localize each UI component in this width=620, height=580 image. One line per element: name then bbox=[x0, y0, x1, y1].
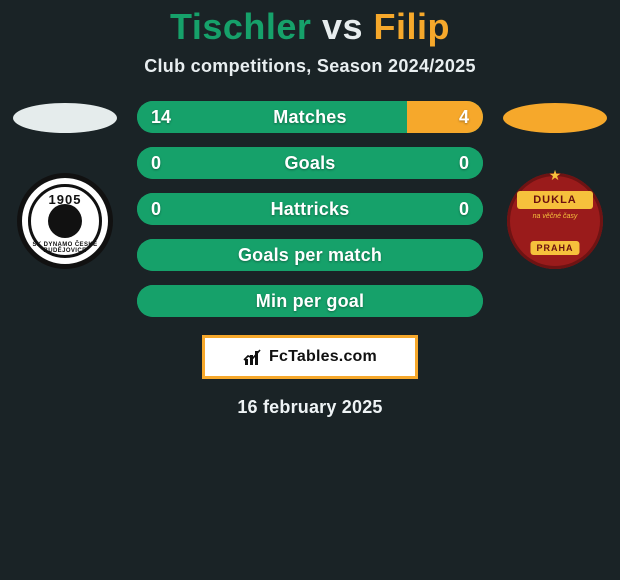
crest-banner: DUKLA bbox=[517, 191, 594, 209]
star-icon: ★ bbox=[549, 167, 562, 184]
title-player2: Filip bbox=[374, 6, 451, 47]
brand-text: FcTables.com bbox=[269, 348, 377, 366]
stat-bar: 00Hattricks bbox=[137, 193, 483, 225]
stat-label: Goals per match bbox=[137, 245, 483, 266]
left-column: 1905 SK DYNAMO ČESKÉ BUDĚJOVICE bbox=[11, 101, 119, 269]
comparison-card: Tischler vs Filip Club competitions, Sea… bbox=[0, 0, 620, 580]
club-crest-dynamo: 1905 SK DYNAMO ČESKÉ BUDĚJOVICE bbox=[17, 173, 113, 269]
right-column: ★ DUKLA na věčné časy PRAHA bbox=[501, 101, 609, 269]
title-vs: vs bbox=[322, 6, 363, 47]
crest-city: PRAHA bbox=[530, 241, 579, 255]
stat-label: Min per goal bbox=[137, 291, 483, 312]
player2-oval bbox=[503, 103, 607, 133]
stat-bar: 00Goals bbox=[137, 147, 483, 179]
subtitle: Club competitions, Season 2024/2025 bbox=[0, 56, 620, 77]
stat-label: Hattricks bbox=[137, 199, 483, 220]
club-crest-dukla: ★ DUKLA na věčné časy PRAHA bbox=[507, 173, 603, 269]
main-layout: 1905 SK DYNAMO ČESKÉ BUDĚJOVICE 144Match… bbox=[0, 101, 620, 317]
crest-club-name: SK DYNAMO ČESKÉ BUDĚJOVICE bbox=[22, 242, 108, 254]
date-label: 16 february 2025 bbox=[0, 397, 620, 418]
brand-box: FcTables.com bbox=[202, 335, 418, 379]
title-player1: Tischler bbox=[170, 6, 311, 47]
player1-oval bbox=[13, 103, 117, 133]
stat-label: Matches bbox=[137, 107, 483, 128]
stat-label: Goals bbox=[137, 153, 483, 174]
page-title: Tischler vs Filip bbox=[0, 6, 620, 48]
crest-motto: na věčné časy bbox=[507, 213, 603, 220]
stat-bar: Min per goal bbox=[137, 285, 483, 317]
stat-bar: 144Matches bbox=[137, 101, 483, 133]
stat-bar: Goals per match bbox=[137, 239, 483, 271]
stats-bars: 144Matches 00Goals 00Hattricks Goals per ma… bbox=[137, 101, 483, 317]
chart-icon bbox=[243, 347, 263, 367]
crest-ball-icon bbox=[48, 204, 82, 238]
